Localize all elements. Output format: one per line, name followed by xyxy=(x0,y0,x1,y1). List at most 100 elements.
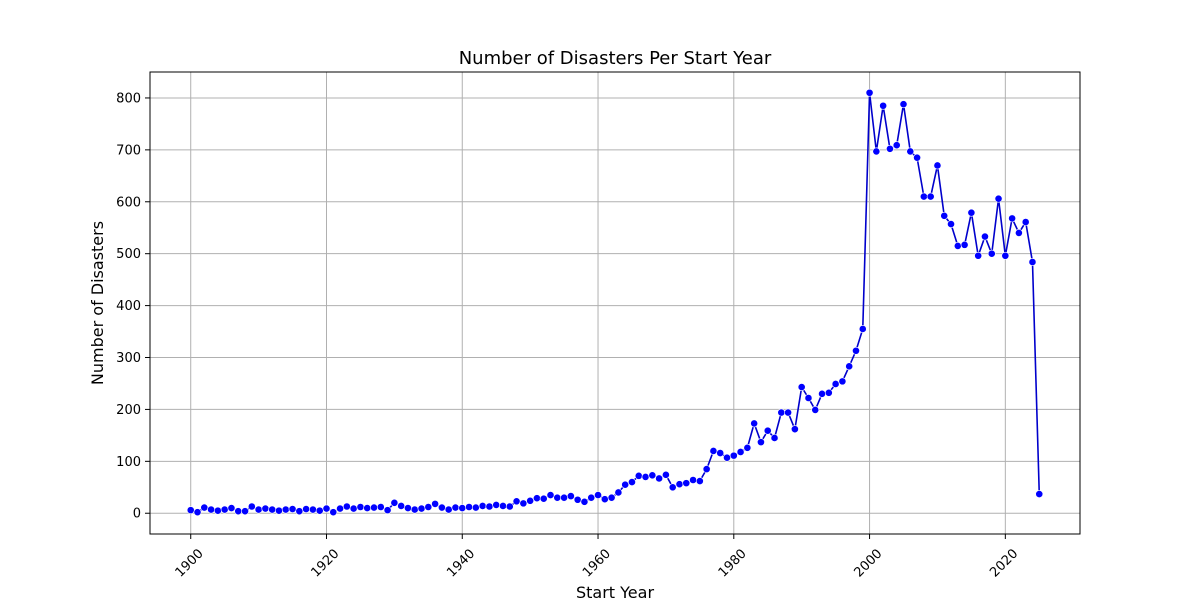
data-point xyxy=(512,497,521,506)
data-point xyxy=(960,240,969,249)
data-point xyxy=(193,508,202,517)
data-point xyxy=(790,425,799,434)
data-point xyxy=(953,241,962,250)
data-point xyxy=(926,192,935,201)
y-tick-label: 500 xyxy=(116,247,141,262)
x-tick-label: 1960 xyxy=(580,546,614,580)
x-tick-label: 2000 xyxy=(851,546,885,580)
data-point xyxy=(519,499,528,508)
data-point xyxy=(533,494,541,503)
data-point xyxy=(478,502,487,510)
data-point xyxy=(824,388,833,397)
data-point xyxy=(987,249,996,258)
y-tick-label: 400 xyxy=(116,299,141,314)
data-point xyxy=(288,505,297,513)
data-point xyxy=(641,472,650,481)
data-point xyxy=(974,251,983,260)
data-point xyxy=(818,389,826,398)
data-point xyxy=(967,208,976,217)
data-point xyxy=(526,496,535,505)
data-point xyxy=(838,377,847,386)
data-point xyxy=(1035,490,1044,498)
data-point xyxy=(947,220,955,228)
data-point xyxy=(207,505,215,514)
data-point xyxy=(689,476,697,484)
data-point xyxy=(628,478,636,486)
data-point xyxy=(811,406,820,414)
data-point xyxy=(797,383,806,391)
data-point xyxy=(763,426,772,435)
data-point xyxy=(614,488,623,497)
data-point xyxy=(1015,229,1023,237)
data-point xyxy=(845,362,854,371)
data-point xyxy=(1001,251,1010,260)
data-point xyxy=(709,447,718,455)
data-point xyxy=(431,499,440,508)
data-point xyxy=(444,505,453,514)
y-tick-label: 0 xyxy=(133,507,141,522)
data-point xyxy=(302,505,311,513)
data-point xyxy=(981,232,989,241)
data-point xyxy=(879,101,888,110)
data-point xyxy=(913,153,921,162)
data-point xyxy=(458,504,467,512)
data-point xyxy=(886,144,894,153)
data-point xyxy=(1028,258,1037,266)
data-point xyxy=(1021,218,1030,226)
data-point xyxy=(200,503,209,512)
data-point xyxy=(336,504,344,513)
data-point xyxy=(322,504,331,513)
y-axis-label: Number of Disasters xyxy=(88,221,107,385)
y-tick-label: 700 xyxy=(116,143,141,158)
data-point xyxy=(349,504,358,513)
y-tick-label: 100 xyxy=(116,455,141,470)
data-point xyxy=(309,505,317,514)
data-point xyxy=(186,506,195,515)
data-point xyxy=(275,506,283,515)
x-tick-label: 1940 xyxy=(444,546,478,580)
data-point xyxy=(736,448,745,456)
data-point xyxy=(227,504,236,512)
x-tick-label: 1920 xyxy=(308,546,342,580)
data-point xyxy=(594,491,602,499)
data-point xyxy=(417,504,426,513)
series-line xyxy=(190,92,1041,514)
data-point xyxy=(729,451,738,460)
x-tick-label: 2020 xyxy=(987,546,1021,580)
data-point xyxy=(695,477,704,485)
data-point xyxy=(804,394,813,402)
data-point xyxy=(634,471,643,480)
data-point xyxy=(648,471,657,480)
y-tick-label: 800 xyxy=(116,91,141,106)
data-point xyxy=(295,507,304,516)
data-point xyxy=(315,506,324,515)
data-point xyxy=(539,494,548,503)
data-point xyxy=(682,479,691,488)
data-point xyxy=(451,503,460,512)
data-point xyxy=(750,419,759,428)
data-point xyxy=(546,491,555,499)
y-tick-label: 200 xyxy=(116,403,141,418)
data-point xyxy=(363,504,372,512)
data-point xyxy=(621,480,630,489)
data-point xyxy=(852,346,860,355)
data-point xyxy=(485,502,494,511)
data-point xyxy=(743,443,752,452)
data-point xyxy=(499,502,507,510)
data-point xyxy=(281,505,290,514)
data-point xyxy=(376,503,385,511)
y-tick-label: 600 xyxy=(116,195,141,210)
x-tick-label: 1980 xyxy=(716,546,750,580)
data-point xyxy=(397,502,406,510)
data-point xyxy=(777,408,786,417)
data-point xyxy=(234,507,243,516)
marker-layer xyxy=(186,88,1044,517)
data-point xyxy=(410,505,419,514)
data-point xyxy=(994,194,1003,203)
chart-title: Number of Disasters Per Start Year xyxy=(459,48,772,69)
data-point xyxy=(587,493,596,502)
data-point xyxy=(784,408,792,417)
data-point xyxy=(858,325,867,333)
